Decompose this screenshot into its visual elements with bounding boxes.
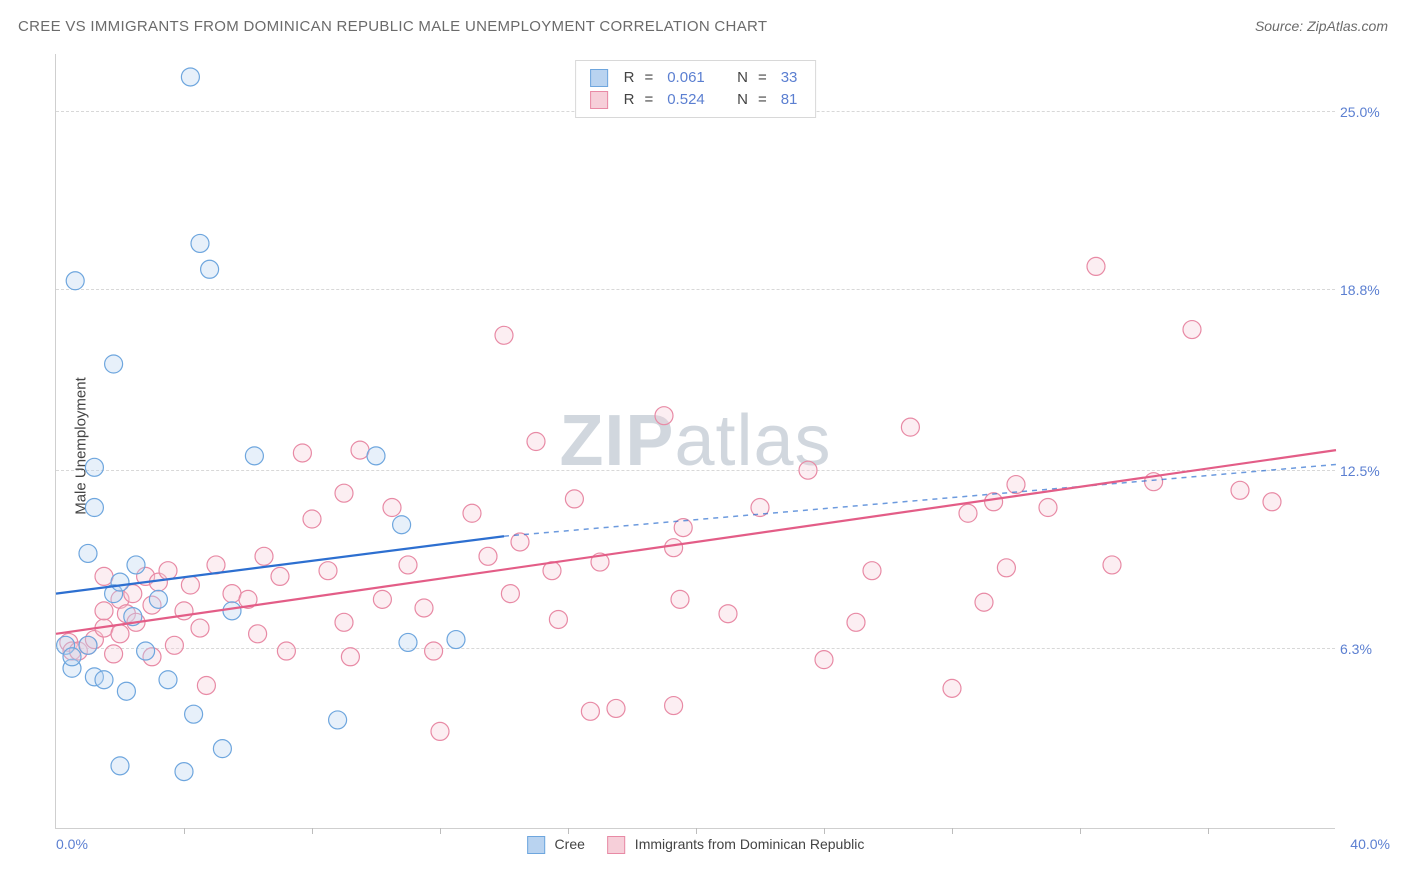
chart-plot-area: ZIPatlas 6.3%12.5%18.8%25.0% R = 0.061 N… <box>55 54 1335 829</box>
scatter-svg <box>56 54 1335 828</box>
legend-item-s1: Cree <box>527 836 585 854</box>
legend-N-s1: 33 <box>781 67 798 89</box>
legend-swatch-s2-bottom <box>607 836 625 854</box>
chart-header: CREE VS IMMIGRANTS FROM DOMINICAN REPUBL… <box>18 18 1388 35</box>
legend-R-label: R <box>624 67 635 89</box>
legend-item-s2: Immigrants from Dominican Republic <box>607 836 864 854</box>
y-tick-label: 6.3% <box>1340 641 1390 657</box>
y-tick-label: 12.5% <box>1340 463 1390 479</box>
legend-label-s1: Cree <box>555 836 585 852</box>
legend-R-s1: 0.061 <box>667 67 705 89</box>
source-attribution: Source: ZipAtlas.com <box>1255 18 1388 34</box>
legend-N-label: N <box>737 67 748 89</box>
legend-R-s2: 0.524 <box>667 89 705 111</box>
legend-swatch-s2 <box>590 91 608 109</box>
chart-title: CREE VS IMMIGRANTS FROM DOMINICAN REPUBL… <box>18 18 767 35</box>
legend-row-s2: R = 0.524 N = 81 <box>590 89 802 111</box>
series-legend: Cree Immigrants from Dominican Republic <box>527 836 865 854</box>
y-tick-label: 18.8% <box>1340 282 1390 298</box>
correlation-legend: R = 0.061 N = 33 R = 0.524 N = 81 <box>575 60 817 118</box>
legend-label-s2: Immigrants from Dominican Republic <box>635 836 865 852</box>
x-axis-max-label: 40.0% <box>1350 836 1390 852</box>
legend-N-s2: 81 <box>781 89 798 111</box>
y-tick-label: 25.0% <box>1340 104 1390 120</box>
legend-swatch-s1-bottom <box>527 836 545 854</box>
x-axis-min-label: 0.0% <box>56 836 88 852</box>
legend-row-s1: R = 0.061 N = 33 <box>590 67 802 89</box>
legend-swatch-s1 <box>590 69 608 87</box>
